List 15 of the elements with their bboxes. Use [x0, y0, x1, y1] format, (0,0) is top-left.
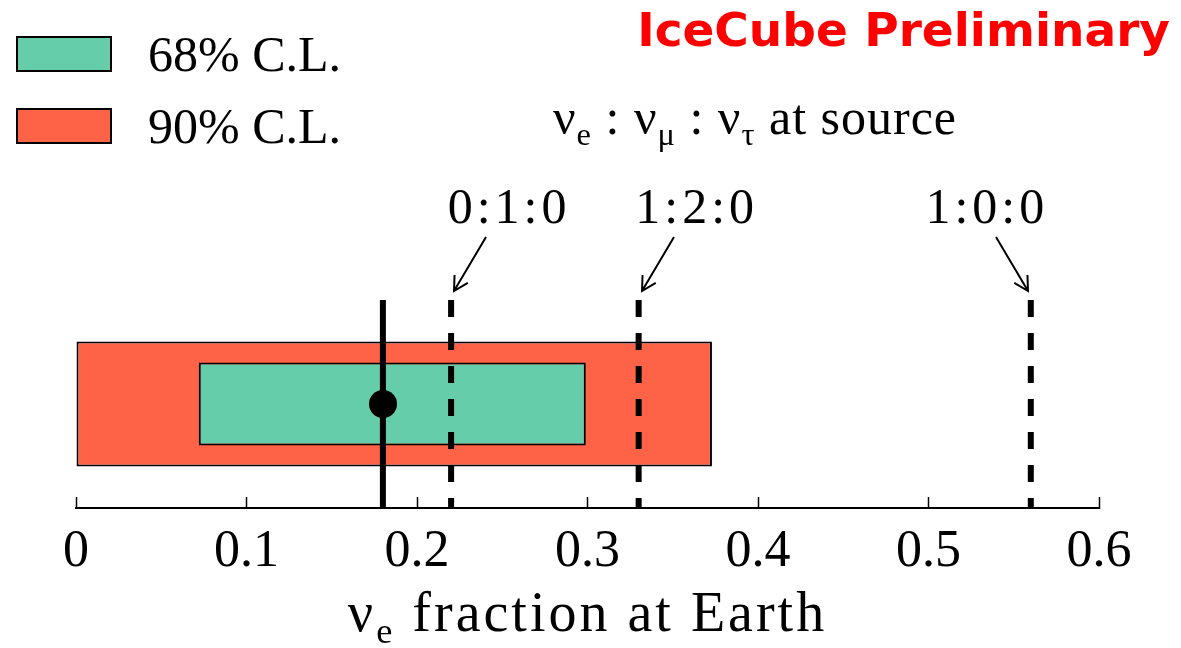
x-tick-label: 0 — [63, 519, 89, 577]
text: IceCube Preliminary — [637, 2, 1170, 57]
ref-line-label: 1:2:0 — [635, 178, 759, 234]
x-tick-label: 0.2 — [384, 519, 450, 577]
legend-label: 90% C.L. — [148, 98, 342, 154]
x-tick-label: 0.5 — [896, 519, 961, 577]
ref-line-label: 1:0:0 — [925, 178, 1049, 234]
x-tick-label: 0.3 — [555, 519, 620, 577]
x-tick-label: 0.6 — [1066, 519, 1132, 577]
text: ν$_{e}$ : ν$_{μ}$ : ν$_{τ}$ at source — [552, 89, 958, 153]
x-tick-label: 0.4 — [725, 519, 791, 577]
x-tick-label: 0.1 — [214, 519, 279, 577]
ref-line-label: 0:1:0 — [447, 178, 571, 234]
x-axis-title: ν$_{e}$ fraction at Earth — [347, 581, 828, 648]
legend-label: 68% C.L. — [148, 26, 342, 82]
